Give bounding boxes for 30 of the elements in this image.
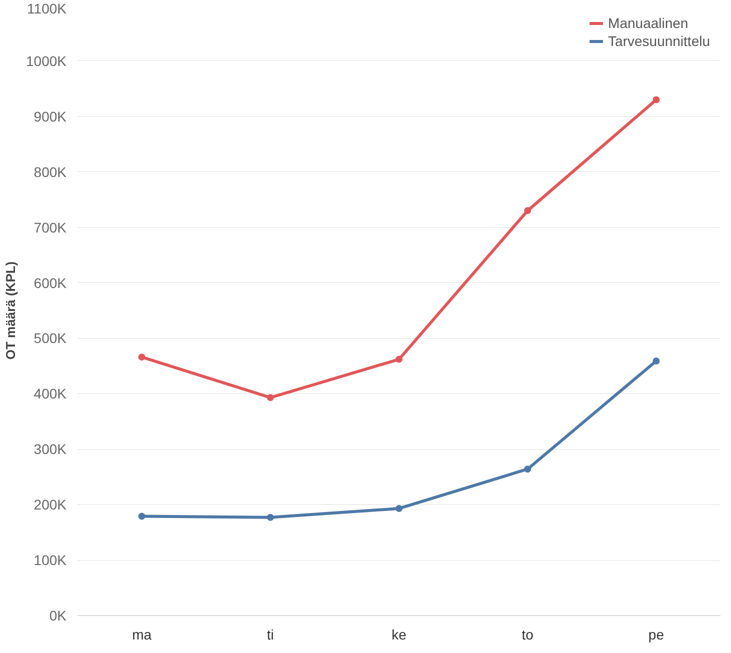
point	[138, 354, 146, 361]
point	[396, 504, 402, 512]
y-tick-label: 400K	[34, 386, 68, 402]
y-tick-label: 500K	[34, 330, 68, 346]
y-tick-label: 1000K	[26, 52, 68, 69]
point	[524, 466, 532, 473]
legend-label: Tarvesuunnittelu	[608, 33, 710, 49]
x-tick-label: to	[522, 626, 534, 642]
y-tick-label: 600K	[34, 274, 68, 291]
y-tick-label: 0K	[49, 608, 68, 624]
y-tick-label: 1100K	[27, 0, 68, 16]
y-tick-label: 200K	[34, 496, 68, 513]
y-tick-label: 700K	[34, 219, 68, 236]
y-tick-label: 100K	[34, 552, 68, 568]
point	[266, 394, 274, 402]
y-tick-label: 900K	[34, 108, 68, 124]
y-tick-label: 800K	[34, 164, 68, 180]
legend-label: Manuaalinen	[608, 15, 688, 31]
point	[266, 514, 274, 521]
point	[396, 356, 402, 363]
x-tick-label: ma	[132, 626, 152, 642]
y-tick-label: 300K	[34, 441, 68, 458]
x-tick-label: ke	[392, 626, 407, 642]
point	[652, 357, 660, 364]
point	[652, 96, 660, 104]
point	[524, 207, 532, 214]
x-tick-label: pe	[648, 626, 664, 642]
x-tick-label: ti	[266, 626, 274, 642]
y-axis-title: OT määrä (KPL)	[3, 261, 18, 360]
point	[138, 512, 146, 520]
